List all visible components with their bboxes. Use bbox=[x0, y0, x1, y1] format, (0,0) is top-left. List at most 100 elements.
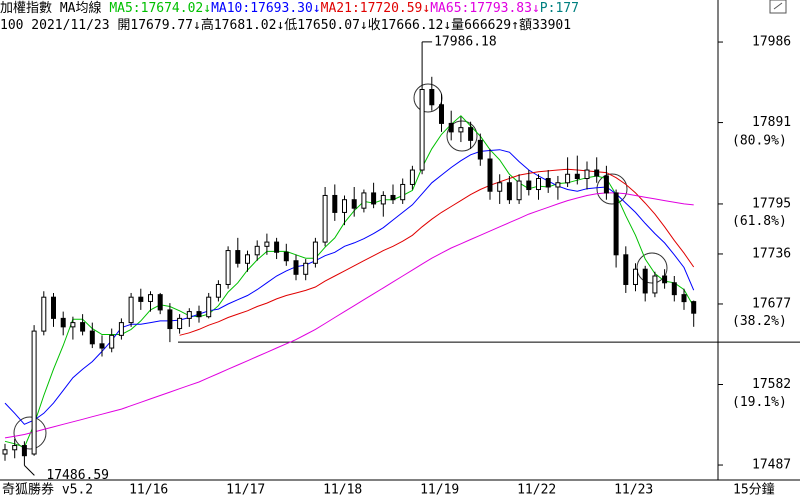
candle-body bbox=[215, 283, 221, 298]
y-tick-label: 17677 bbox=[752, 296, 791, 311]
x-tick-label: 11/22 bbox=[517, 483, 556, 498]
candle-body bbox=[691, 301, 697, 314]
ratio-label: (80.9%) bbox=[732, 133, 787, 148]
info-line: 100 2021/11/23 開17679.77↓高17681.02↓低1765… bbox=[0, 18, 572, 33]
timeframe[interactable]: 15分鐘 bbox=[733, 482, 775, 498]
candle-body bbox=[536, 178, 541, 191]
highlight-circle bbox=[446, 120, 478, 152]
candle-body bbox=[99, 343, 105, 349]
high-annotation: 17986.18 bbox=[434, 34, 497, 49]
candle-body bbox=[303, 262, 309, 275]
candle-body bbox=[584, 169, 590, 180]
legend-entry: MA65:17793.83↓ bbox=[430, 1, 540, 16]
x-tick-label: 11/17 bbox=[226, 483, 265, 498]
header: 加權指數 MA均線 MA5:17674.02↓MA10:17693.30↓MA2… bbox=[0, 0, 718, 34]
candle-body bbox=[332, 194, 338, 213]
candle-body bbox=[681, 294, 687, 303]
candle-body bbox=[594, 169, 600, 177]
candle-body bbox=[526, 180, 532, 191]
y-tick-label: 17736 bbox=[752, 246, 791, 261]
candle-body bbox=[574, 173, 580, 180]
low-annotation: 17486.59 bbox=[46, 468, 109, 483]
candle-body bbox=[80, 322, 86, 332]
candle-body bbox=[516, 180, 522, 201]
candle-body bbox=[497, 182, 503, 192]
candle-body bbox=[623, 254, 629, 285]
candle-body bbox=[148, 294, 153, 302]
x-tick-label: 11/23 bbox=[614, 483, 653, 498]
candle-body bbox=[245, 254, 250, 264]
ratio-label: (19.1%) bbox=[732, 395, 787, 410]
candle-body bbox=[458, 127, 464, 133]
ma-line bbox=[4, 192, 694, 439]
x-tick-label: 11/19 bbox=[420, 483, 459, 498]
highlight-circles bbox=[13, 83, 668, 450]
candle-body bbox=[671, 282, 677, 296]
highlight-circle bbox=[636, 252, 668, 284]
legend-entry: MA5:17674.02↓ bbox=[109, 1, 212, 16]
x-tick-label: 11/16 bbox=[129, 483, 168, 498]
legend-entry: MA21:17720.59↓ bbox=[320, 1, 431, 16]
candle-body bbox=[167, 309, 173, 330]
y-tick-label: 17582 bbox=[752, 377, 791, 392]
candle-body bbox=[12, 445, 18, 451]
candle-body bbox=[60, 317, 66, 328]
candle-body bbox=[361, 192, 367, 209]
highlight-circle bbox=[596, 173, 628, 205]
candle-body bbox=[468, 127, 474, 141]
candle-body bbox=[128, 296, 134, 324]
legend-line: 加權指數 MA均線 MA5:17674.02↓MA10:17693.30↓MA2… bbox=[0, 0, 718, 17]
ma-line bbox=[4, 149, 695, 425]
candle-body bbox=[429, 89, 435, 106]
candle-body bbox=[186, 311, 192, 319]
candle-body bbox=[400, 183, 406, 201]
software-name: 奇狐勝券 v5.2 bbox=[2, 482, 93, 498]
ratio-label: (61.8%) bbox=[732, 214, 787, 229]
candle-body bbox=[409, 169, 415, 185]
candle-body bbox=[477, 139, 483, 160]
candle-body bbox=[283, 251, 289, 262]
candle-body bbox=[613, 192, 619, 256]
y-tick-label: 17986 bbox=[752, 35, 791, 50]
candle-body bbox=[2, 449, 8, 455]
candle-body bbox=[603, 175, 609, 194]
candle-body bbox=[225, 250, 231, 285]
candle-body bbox=[439, 104, 444, 124]
candle-body bbox=[342, 199, 347, 213]
y-tick-label: 17795 bbox=[752, 196, 791, 211]
legend-entry: MA10:17693.30↓ bbox=[211, 1, 321, 16]
legend: MA5:17674.02↓MA10:17693.30↓MA21:17720.59… bbox=[109, 1, 579, 16]
annotation-line bbox=[24, 465, 35, 476]
x-tick-label: 11/18 bbox=[323, 483, 362, 498]
candle-body bbox=[312, 241, 318, 264]
y-tick-label: 17891 bbox=[752, 115, 791, 130]
candle-body bbox=[89, 330, 95, 345]
candle-body bbox=[652, 275, 658, 294]
candle-body bbox=[633, 268, 638, 285]
candle-body bbox=[109, 334, 115, 349]
y-tick-label: 17487 bbox=[752, 458, 791, 473]
candle-body bbox=[118, 322, 124, 336]
ma-line bbox=[179, 168, 695, 336]
legend-entry: P:177 bbox=[539, 1, 579, 16]
candle-body bbox=[487, 158, 493, 192]
candle-body bbox=[662, 275, 668, 284]
candle-body bbox=[322, 194, 328, 243]
candle-body bbox=[51, 296, 56, 319]
candle-body bbox=[254, 245, 260, 256]
window-button-icon bbox=[773, 2, 783, 10]
candle-body bbox=[157, 294, 163, 311]
candle-body bbox=[506, 182, 512, 201]
candle-body bbox=[555, 182, 561, 188]
candle-body bbox=[206, 296, 212, 318]
candle-body bbox=[264, 241, 270, 247]
ratio-label: (38.2%) bbox=[732, 314, 787, 329]
candle-body bbox=[196, 311, 202, 318]
candle-body bbox=[21, 445, 27, 457]
candle-body bbox=[642, 268, 648, 294]
candle-body bbox=[390, 194, 396, 201]
candle-body bbox=[419, 89, 425, 171]
candle-body bbox=[235, 250, 241, 264]
candle-body bbox=[70, 322, 76, 328]
